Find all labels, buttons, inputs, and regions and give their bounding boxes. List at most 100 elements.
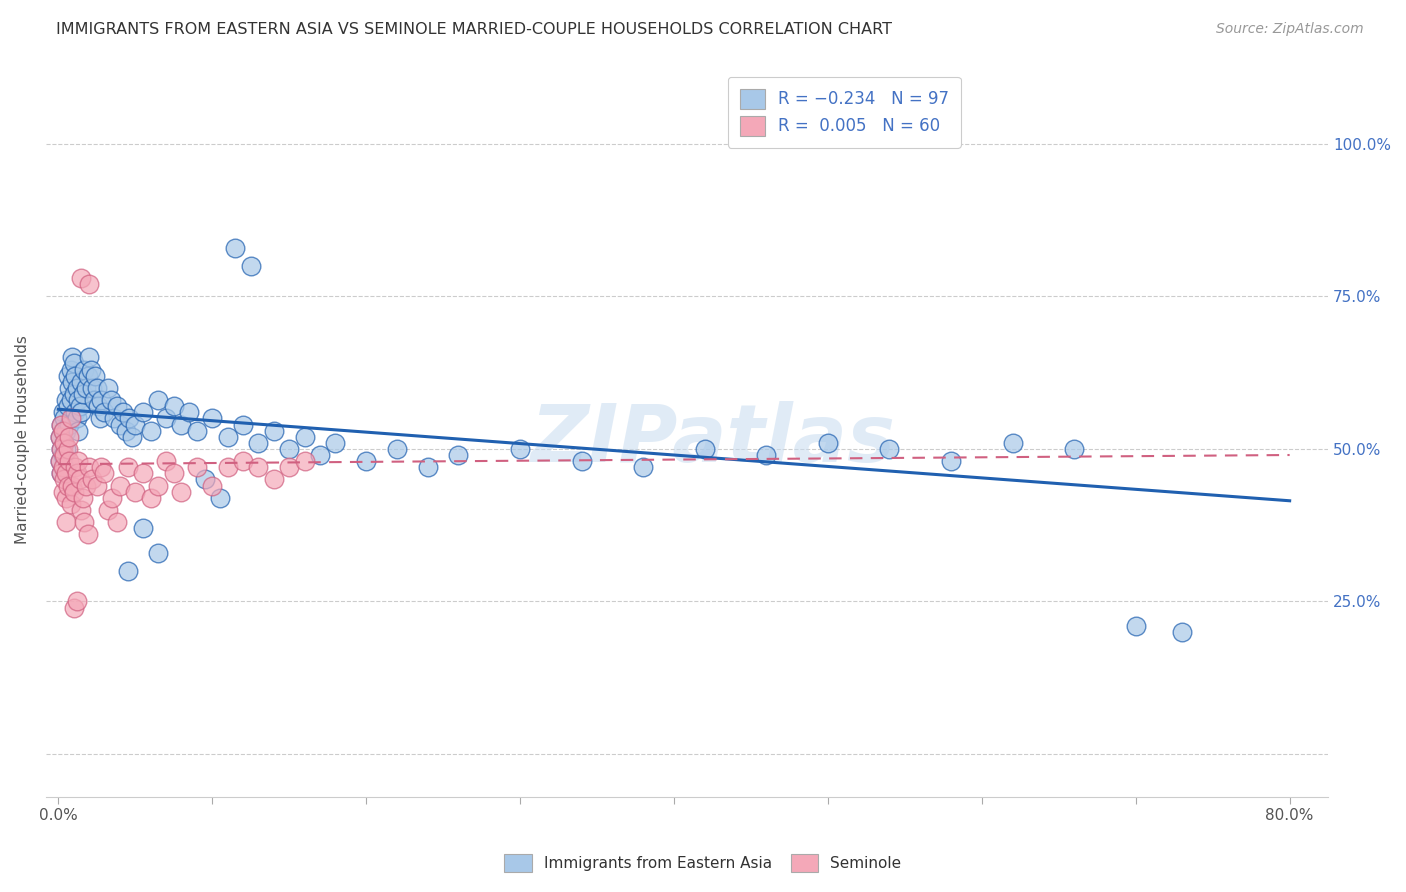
Y-axis label: Married-couple Households: Married-couple Households [15,335,30,544]
Point [186,424,208,438]
Point [83,393,105,408]
Point [132,467,155,481]
Point [155,454,177,468]
Point [416,460,439,475]
Point [72,387,94,401]
Point [60,375,83,389]
Point [139,424,162,438]
Point [263,424,285,438]
Point [56,442,79,456]
Point [96,381,118,395]
Point [101,491,124,505]
Point [82,472,104,486]
Point [82,381,104,395]
Point [58,454,80,468]
Point [53,435,76,450]
Point [66,381,89,395]
Point [139,491,162,505]
Point [77,351,100,365]
Point [84,368,107,383]
Point [67,424,90,438]
Point [51,467,73,481]
Point [163,399,186,413]
Point [118,411,141,425]
Point [121,430,143,444]
Point [217,460,239,475]
Point [132,405,155,419]
Point [52,484,75,499]
Point [51,442,73,456]
Point [52,460,75,475]
Point [70,503,93,517]
Point [148,393,170,408]
Point [100,393,122,408]
Point [354,454,377,468]
Point [73,515,96,529]
Point [93,405,115,419]
Point [879,442,901,456]
Point [93,467,115,481]
Point [309,448,332,462]
Point [55,491,77,505]
Point [76,527,98,541]
Point [217,430,239,444]
Text: Source: ZipAtlas.com: Source: ZipAtlas.com [1216,22,1364,37]
Point [294,454,316,468]
Point [148,546,170,560]
Point [631,460,654,475]
Point [755,448,778,462]
Point [62,484,84,499]
Point [63,368,86,383]
Point [66,411,89,425]
Point [67,393,90,408]
Point [1125,619,1147,633]
Point [49,430,72,444]
Point [69,399,91,413]
Point [49,430,72,444]
Point [155,411,177,425]
Point [63,405,86,419]
Point [103,411,125,425]
Point [59,393,82,408]
Point [90,460,112,475]
Point [51,467,73,481]
Point [170,484,193,499]
Point [132,521,155,535]
Point [115,424,138,438]
Point [509,442,531,456]
Legend: R = −0.234   N = 97, R =  0.005   N = 60: R = −0.234 N = 97, R = 0.005 N = 60 [728,77,960,147]
Point [76,368,98,383]
Point [186,460,208,475]
Point [58,381,80,395]
Point [62,357,84,371]
Point [69,472,91,486]
Point [62,387,84,401]
Point [278,442,301,456]
Point [70,271,93,285]
Point [239,259,262,273]
Text: IMMIGRANTS FROM EASTERN ASIA VS SEMINOLE MARRIED-COUPLE HOUSEHOLDS CORRELATION C: IMMIGRANTS FROM EASTERN ASIA VS SEMINOLE… [56,22,893,37]
Point [73,362,96,376]
Point [59,497,82,511]
Point [179,405,201,419]
Point [53,448,76,462]
Point [1063,442,1085,456]
Point [60,351,83,365]
Point [1171,624,1194,639]
Point [55,442,77,456]
Point [117,460,139,475]
Point [58,430,80,444]
Point [51,417,73,432]
Point [60,478,83,492]
Point [52,405,75,419]
Point [117,564,139,578]
Point [70,375,93,389]
Point [96,503,118,517]
Point [90,393,112,408]
Point [232,417,254,432]
Point [75,478,97,492]
Point [247,460,270,475]
Point [70,405,93,419]
Point [571,454,593,468]
Point [58,417,80,432]
